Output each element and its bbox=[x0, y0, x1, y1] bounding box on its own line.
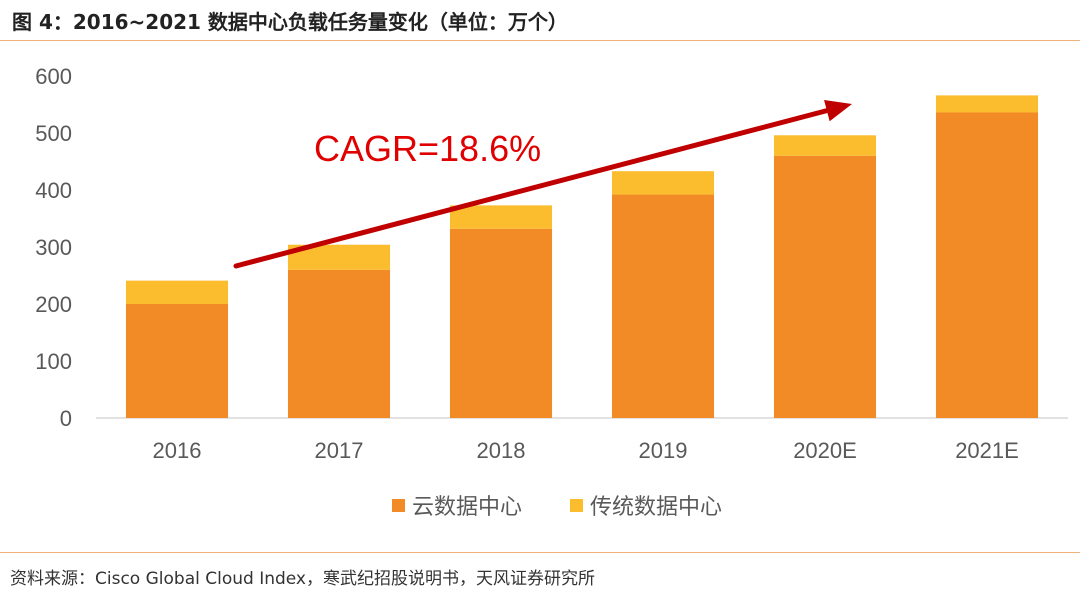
bar-cloud-2018 bbox=[449, 228, 553, 418]
x-tick-label: 2016 bbox=[153, 438, 202, 463]
cagr-trend-arrow bbox=[233, 99, 852, 269]
x-tick-label: 2019 bbox=[639, 438, 688, 463]
source-note: 资料来源：Cisco Global Cloud Index，寒武纪招股说明书，天… bbox=[10, 569, 595, 589]
y-tick-label: 400 bbox=[35, 178, 72, 203]
x-tick-label: 2021E bbox=[955, 438, 1019, 463]
bar-cloud-2019 bbox=[611, 194, 715, 418]
bar-traditional-2018 bbox=[449, 205, 553, 229]
y-tick-label: 600 bbox=[35, 64, 72, 89]
bar-cloud-2017 bbox=[287, 269, 391, 418]
title-divider bbox=[0, 40, 1080, 41]
bar-cloud-2020E bbox=[773, 155, 877, 419]
bar-cloud-2016 bbox=[125, 304, 229, 418]
y-tick-label: 500 bbox=[35, 121, 72, 146]
figure-title: 图 4：2016~2021 数据中心负载任务量变化（单位：万个） bbox=[12, 10, 568, 34]
y-tick-label: 200 bbox=[35, 292, 72, 317]
bar-traditional-2021E bbox=[935, 95, 1039, 113]
x-tick-label: 2020E bbox=[793, 438, 857, 463]
trend-arrow-head bbox=[824, 99, 852, 122]
y-axis-ticks: 0 100 200 300 400 500 600 bbox=[35, 64, 72, 431]
y-tick-label: 0 bbox=[60, 406, 72, 431]
bar-cloud-2021E bbox=[935, 112, 1039, 418]
x-axis-ticks: 2016 2017 2018 2019 2020E 2021E bbox=[153, 438, 1019, 463]
trend-arrow-line bbox=[233, 108, 830, 269]
legend-swatch-cloud bbox=[392, 499, 405, 512]
bar-traditional-2016 bbox=[125, 280, 229, 304]
legend-label-traditional: 传统数据中心 bbox=[590, 495, 722, 520]
source-divider bbox=[0, 552, 1080, 553]
legend-swatch-traditional bbox=[570, 499, 583, 512]
bars bbox=[125, 95, 1039, 419]
cagr-annotation: CAGR=18.6% bbox=[314, 128, 541, 169]
y-tick-label: 300 bbox=[35, 235, 72, 260]
bar-traditional-2019 bbox=[611, 171, 715, 195]
x-tick-label: 2017 bbox=[315, 438, 364, 463]
legend: 云数据中心 传统数据中心 bbox=[392, 495, 722, 520]
x-tick-label: 2018 bbox=[477, 438, 526, 463]
bar-traditional-2020E bbox=[773, 135, 877, 156]
y-tick-label: 100 bbox=[35, 349, 72, 374]
legend-label-cloud: 云数据中心 bbox=[412, 495, 522, 520]
